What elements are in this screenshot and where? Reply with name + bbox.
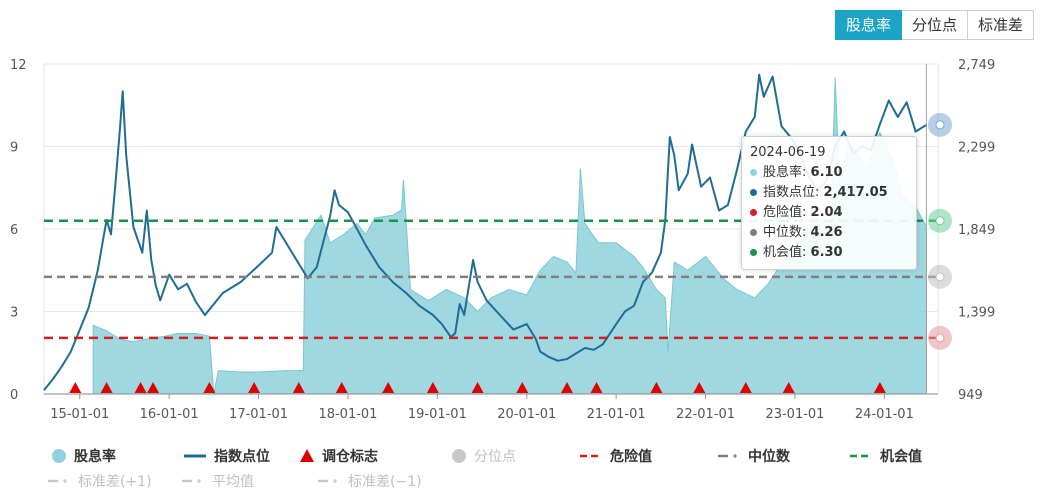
legend-label: 调仓标志: [322, 448, 378, 465]
tooltip-dot-icon: [750, 249, 757, 256]
danger-marker-dot: [935, 333, 945, 343]
rebalance-marker: [471, 382, 484, 393]
rebalance-marker: [292, 382, 305, 393]
median-marker-dot: [935, 272, 945, 282]
rebalance-marker: [782, 382, 795, 393]
legend-label: 标准差(+1): [78, 474, 152, 490]
legend-item[interactable]: 指数点位: [184, 448, 270, 465]
y-right-tick-label: 1,399: [958, 306, 995, 321]
legend-label: 指数点位: [214, 448, 270, 465]
legend-label: 股息率: [74, 448, 116, 465]
tooltip-label: 指数点位: [763, 185, 816, 200]
rebalance-marker: [203, 382, 216, 393]
rebalance-marker: [739, 382, 752, 393]
tooltip-row-median: 中位数: 4.26: [750, 223, 908, 243]
tooltip-row-opportunity: 机会值: 6.30: [750, 243, 908, 263]
series-index-line: [43, 73, 927, 391]
tooltip-dot-icon: [750, 189, 757, 196]
tooltip-row-index: 指数点位: 2,417.05: [750, 183, 908, 203]
tooltip-value: 2,417.05: [823, 185, 888, 200]
legend-label: 危险值: [609, 448, 652, 465]
tab-std-dev[interactable]: 标准差: [967, 10, 1034, 40]
rebalance-marker: [426, 382, 439, 393]
y-right-tick-label: 949: [958, 388, 983, 403]
legend-item[interactable]: 标准差(−1): [318, 474, 422, 490]
legend-item[interactable]: 平均值: [182, 474, 254, 490]
tooltip-value: 2.04: [810, 205, 843, 220]
y-right-tick-label: 2,299: [958, 141, 995, 156]
rebalance-marker: [693, 382, 706, 393]
rebalance-marker: [335, 382, 348, 393]
tooltip-dot-icon: [750, 169, 757, 176]
rebalance-marker: [134, 382, 147, 393]
y-left-tick-label: 3: [10, 306, 18, 321]
x-tick-label: 24-01-01: [855, 407, 914, 422]
legend-dashdot-dot: [63, 479, 67, 483]
legend-item[interactable]: 危险值: [580, 448, 652, 465]
rebalance-marker: [382, 382, 395, 393]
legend-label: 标准差(−1): [348, 474, 422, 490]
legend-item[interactable]: 股息率: [52, 448, 116, 465]
tooltip-value: 4.26: [810, 225, 843, 240]
x-tick-label: 21-01-01: [587, 407, 646, 422]
tooltip-value: 6.10: [810, 165, 843, 180]
tab-dividend-yield[interactable]: 股息率: [834, 10, 902, 40]
tab-percentile[interactable]: 分位点: [901, 10, 968, 40]
x-tick-label: 20-01-01: [497, 407, 556, 422]
legend-dashdot-dot: [733, 454, 737, 458]
rebalance-marker: [100, 382, 113, 393]
tooltip-label: 危险值: [763, 205, 803, 220]
x-tick-label: 16-01-01: [140, 407, 199, 422]
tooltip-dot-icon: [750, 209, 757, 216]
x-tick-label: 23-01-01: [765, 407, 824, 422]
x-tick-label: 15-01-01: [50, 407, 109, 422]
y-left-tick-label: 12: [10, 58, 27, 73]
legend-item[interactable]: 分位点: [452, 449, 516, 465]
y-left-tick-label: 0: [10, 388, 18, 403]
legend-circle-icon: [452, 449, 466, 463]
y-left-tick-label: 9: [10, 141, 18, 156]
rebalance-marker: [516, 382, 529, 393]
rebalance-marker: [590, 382, 603, 393]
y-right-tick-label: 2,749: [958, 58, 995, 73]
legend-label: 中位数: [748, 448, 791, 465]
rebalance-marker: [69, 382, 82, 393]
metric-tabs: 股息率 分位点 标准差: [834, 10, 1034, 40]
legend-label: 机会值: [880, 448, 922, 465]
legend-dashdot-dot: [197, 479, 201, 483]
tooltip-label: 股息率: [763, 165, 803, 180]
legend-dashdot-dot: [333, 479, 337, 483]
tooltip: 2024-06-19 股息率: 6.10 指数点位: 2,417.05 危险值:…: [741, 136, 917, 270]
index-marker-dot: [935, 120, 945, 130]
legend-item[interactable]: 中位数: [718, 448, 791, 465]
tooltip-dot-icon: [750, 229, 757, 236]
legend-item[interactable]: 机会值: [850, 448, 922, 465]
opportunity-marker-dot: [935, 216, 945, 226]
legend-triangle-icon: [300, 449, 314, 462]
x-tick-label: 19-01-01: [408, 407, 467, 422]
legend-circle-icon: [52, 449, 66, 463]
rebalance-marker: [147, 382, 160, 393]
tooltip-value: 6.30: [810, 245, 843, 260]
x-tick-label: 22-01-01: [676, 407, 735, 422]
rebalance-marker: [248, 382, 261, 393]
tooltip-row-yield: 股息率: 6.10: [750, 163, 908, 183]
x-tick-label: 18-01-01: [318, 407, 377, 422]
rebalance-marker: [873, 382, 886, 393]
y-right-tick-label: 1,849: [958, 223, 995, 238]
legend-label: 平均值: [212, 474, 254, 490]
tooltip-row-danger: 危险值: 2.04: [750, 203, 908, 223]
legend-item[interactable]: 标准差(+1): [48, 474, 152, 490]
legend-item[interactable]: 调仓标志: [300, 448, 378, 465]
y-left-tick-label: 6: [10, 223, 18, 238]
x-tick-label: 17-01-01: [229, 407, 288, 422]
legend-label: 分位点: [474, 449, 516, 465]
rebalance-marker: [560, 382, 573, 393]
rebalance-marker: [650, 382, 663, 393]
tooltip-date: 2024-06-19: [750, 145, 826, 160]
tooltip-label: 机会值: [763, 245, 803, 260]
tooltip-label: 中位数: [763, 225, 803, 240]
